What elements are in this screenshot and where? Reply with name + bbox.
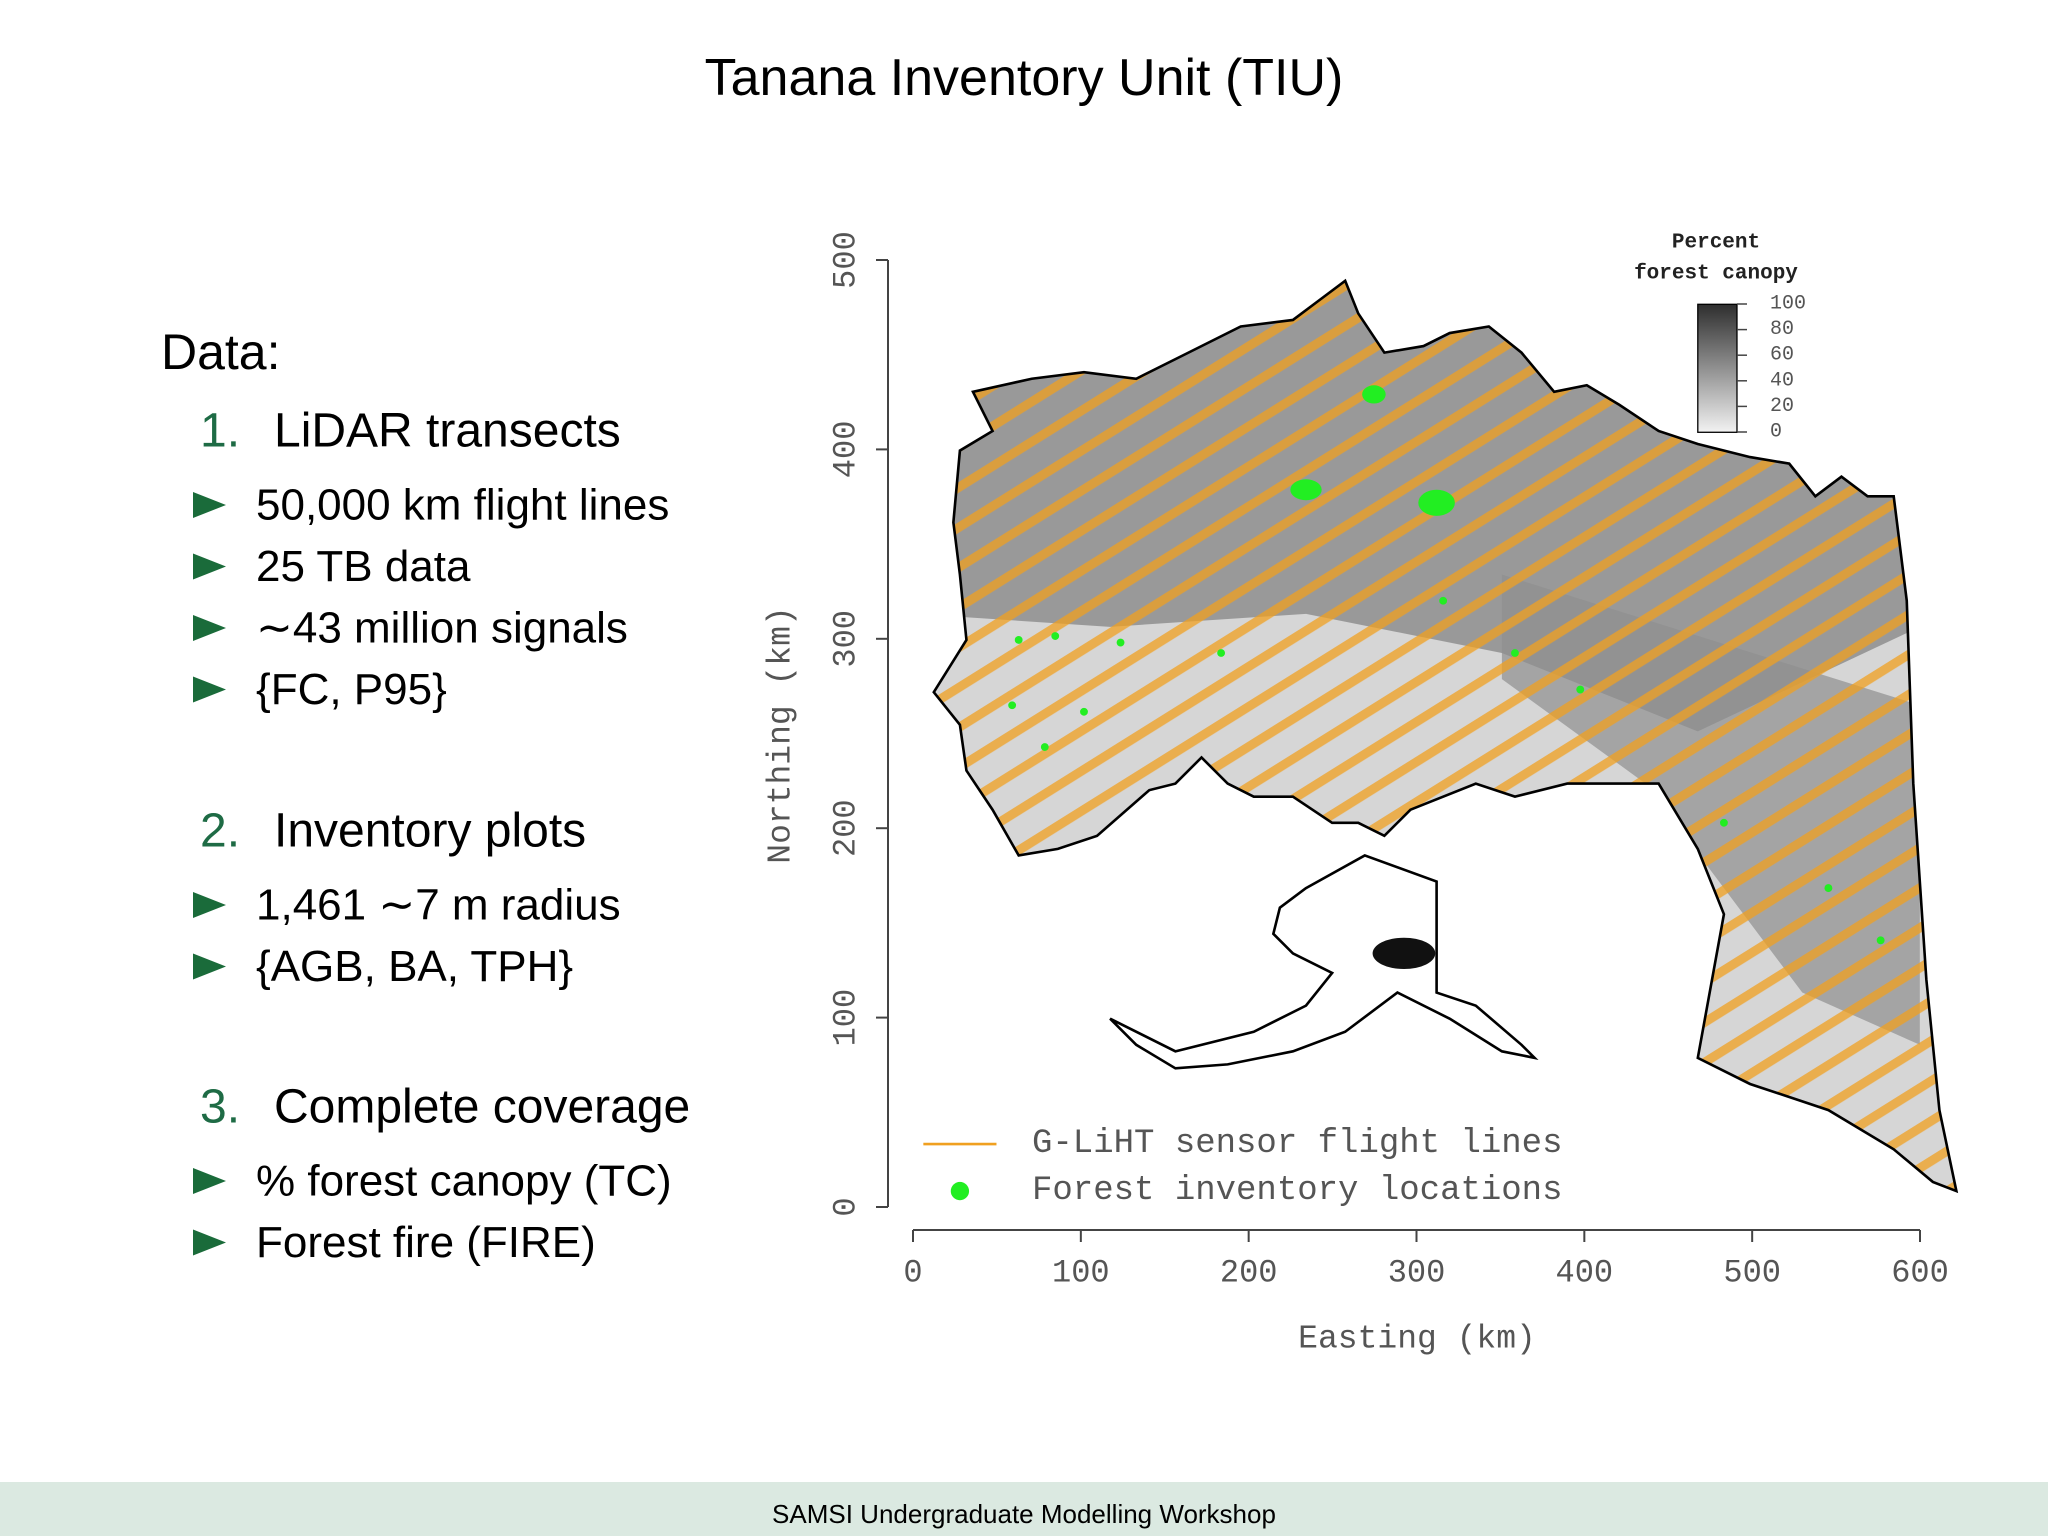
bullet-text: {FC, P95} [256, 665, 447, 714]
y-tick-label: 500 [828, 231, 865, 289]
bullet-text: 25 TB data [256, 542, 471, 591]
bullet-marker [193, 892, 226, 918]
bullet-marker [193, 953, 226, 980]
bullet-marker [193, 1229, 226, 1256]
bullet-text: % forest canopy (TC) [256, 1157, 672, 1206]
colorbar-title: Percent [1672, 232, 1760, 255]
y-tick-label: 400 [828, 421, 865, 479]
bullet-marker [193, 615, 226, 641]
colorbar-tick-label: 0 [1770, 421, 1782, 444]
colorbar-tick-label: 20 [1770, 395, 1794, 418]
map [923, 278, 1959, 1201]
legend-label: Forest inventory locations [1032, 1172, 1563, 1210]
bullet-marker [193, 492, 226, 518]
y-tick-label: 300 [828, 610, 865, 668]
bullet-text: 1,461 ∼7 m radius [256, 881, 621, 930]
section-number: 2. [200, 805, 240, 858]
alaska-inset [1109, 853, 1539, 1070]
colorbar [1697, 303, 1738, 433]
intro: Data: [161, 324, 281, 380]
x-tick-label: 300 [1388, 1255, 1446, 1292]
bullet-text: ∼43 million signals [256, 604, 628, 653]
colorbar-tick-label: 100 [1770, 293, 1806, 316]
bullet-text: Forest fire (FIRE) [256, 1218, 596, 1267]
slide-title: Tanana Inventory Unit (TIU) [705, 49, 1344, 107]
section-heading: Complete coverage [274, 1081, 690, 1134]
footer-band [0, 1482, 2048, 1536]
x-axis-label: Easting (km) [1298, 1321, 1536, 1358]
section-number: 1. [200, 405, 240, 458]
section-heading: Inventory plots [274, 805, 586, 858]
bullet-text: {AGB, BA, TPH} [256, 942, 573, 991]
x-tick-label: 200 [1220, 1255, 1278, 1292]
legend-point-swatch [950, 1181, 970, 1201]
x-tick-label: 100 [1052, 1255, 1110, 1292]
x-tick-label: 500 [1723, 1255, 1781, 1292]
colorbar-tick-label: 40 [1770, 369, 1794, 392]
inventory-points [1008, 385, 1885, 945]
tiu-outline [932, 278, 1959, 1194]
bullet-marker [193, 676, 226, 703]
bullet-text: 50,000 km flight lines [256, 481, 669, 530]
x-tick-label: 400 [1556, 1255, 1614, 1292]
section-number: 3. [200, 1081, 240, 1134]
bullet-marker [193, 553, 226, 580]
bullet-marker [193, 1168, 226, 1194]
colorbar-title: forest canopy [1634, 263, 1798, 286]
footer: SAMSI Undergraduate Modelling Workshop [772, 1499, 1276, 1529]
y-tick-label: 0 [828, 1197, 865, 1216]
alaska-inset-tiu [1372, 937, 1436, 970]
x-tick-label: 600 [1891, 1255, 1949, 1292]
y-axis-label: Northing (km) [763, 606, 800, 863]
colorbar-tick-label: 80 [1770, 318, 1794, 341]
canopy [933, 280, 1957, 1192]
flight-lines [933, 280, 1957, 1192]
y-tick-label: 100 [828, 989, 865, 1047]
colorbar-tick-label: 60 [1770, 344, 1794, 367]
y-tick-label: 200 [828, 799, 865, 857]
x-tick-label: 0 [903, 1255, 922, 1292]
section-heading: LiDAR transects [274, 405, 621, 458]
legend-label: G-LiHT sensor flight lines [1032, 1125, 1563, 1163]
